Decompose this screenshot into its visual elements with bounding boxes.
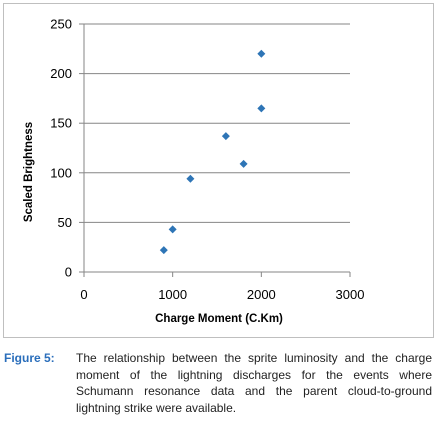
gridlines <box>84 23 350 223</box>
x-tick-label: 2000 <box>247 287 276 302</box>
figure-caption: Figure 5: The relationship between the s… <box>4 350 432 416</box>
x-axis-title: Charge Moment (C.Km) <box>155 313 283 325</box>
chart-frame <box>3 3 434 338</box>
y-tick-label: 150 <box>50 116 72 131</box>
x-tick-label: 1000 <box>158 287 187 302</box>
y-tick-label: 100 <box>50 165 72 180</box>
x-tick-labels: 0 1000 2000 3000 <box>80 287 364 302</box>
y-tick-labels: 0 50 100 150 200 250 <box>50 17 72 280</box>
y-tick-label: 50 <box>58 215 72 230</box>
scatter-chart: 0 50 100 150 200 250 0 1000 2000 3000 Charge Mom… <box>23 17 364 326</box>
data-point <box>159 246 168 255</box>
y-tick-label: 200 <box>50 66 72 81</box>
data-point <box>221 132 230 141</box>
y-axis-title: Scaled Brightness <box>23 122 35 222</box>
caption-text: The relationship between the sprite lumi… <box>76 351 432 415</box>
data-points <box>159 49 266 255</box>
data-point <box>239 159 248 168</box>
data-point <box>168 225 177 234</box>
x-tick-label: 3000 <box>336 287 365 302</box>
caption-label: Figure 5: <box>4 351 55 365</box>
y-tick-label: 0 <box>65 265 72 280</box>
data-point <box>257 49 266 58</box>
data-point <box>257 104 266 113</box>
data-point <box>186 174 195 183</box>
y-tick-label: 250 <box>50 17 72 32</box>
axes <box>79 23 351 277</box>
x-tick-label: 0 <box>80 287 87 302</box>
